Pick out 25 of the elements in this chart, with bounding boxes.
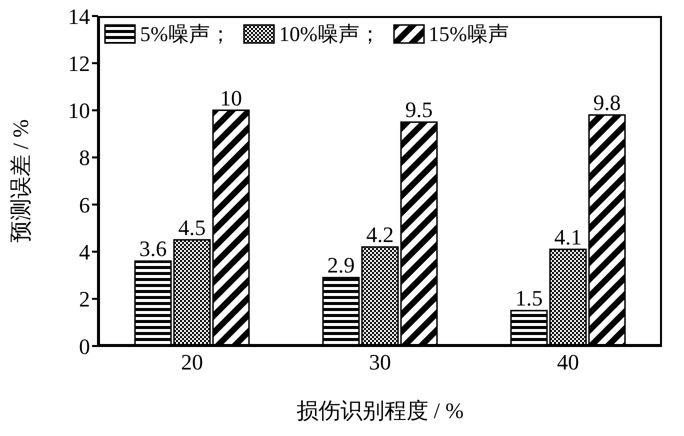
legend-label: 15%噪声	[428, 21, 509, 48]
y-tick-label: 14	[68, 4, 90, 29]
y-tick-label: 8	[79, 145, 90, 170]
y-tick-label: 6	[79, 192, 90, 218]
x-tick-label: 30	[369, 350, 391, 375]
x-tick-label: 20	[181, 350, 203, 375]
y-tick-label: 12	[68, 50, 90, 76]
y-tick-label: 4	[79, 240, 90, 265]
y-axis-title: 预测误差 / %	[8, 119, 33, 243]
data-label: 2.9	[327, 252, 355, 278]
legend-label: 5%噪声；	[140, 21, 231, 48]
y-tick-label: 2	[79, 286, 90, 312]
data-label: 4.5	[178, 214, 206, 240]
x-axis-title: 损伤识别程度 / %	[296, 398, 464, 423]
y-tick-label: 10	[68, 98, 90, 124]
y-tick-label: 0	[79, 334, 90, 359]
legend-label: 10%噪声；	[279, 21, 380, 48]
x-tick-label: 40	[557, 350, 579, 375]
data-label: 10	[220, 85, 242, 110]
data-label: 9.8	[593, 90, 621, 115]
data-label: 1.5	[515, 286, 543, 311]
data-label: 4.1	[554, 224, 582, 250]
data-label: 4.2	[366, 222, 394, 247]
data-label: 9.5	[405, 97, 433, 122]
data-label: 3.6	[139, 236, 167, 262]
